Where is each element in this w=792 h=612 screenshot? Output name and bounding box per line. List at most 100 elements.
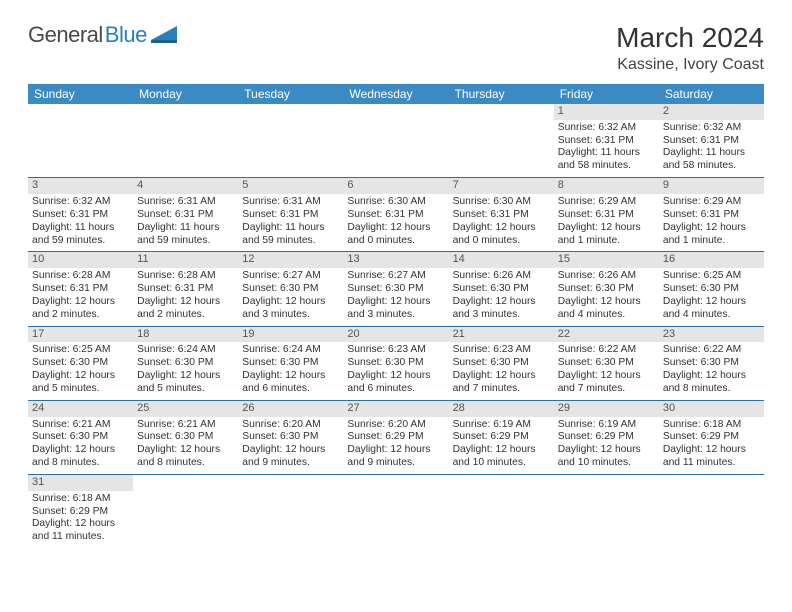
day-info-line: Sunset: 6:29 PM xyxy=(32,506,129,519)
day-info: Sunrise: 6:23 AMSunset: 6:30 PMDaylight:… xyxy=(453,344,550,395)
day-number: 2 xyxy=(659,104,764,120)
day-info: Sunrise: 6:31 AMSunset: 6:31 PMDaylight:… xyxy=(242,196,339,247)
day-info-line: Sunset: 6:31 PM xyxy=(347,209,444,222)
day-number: 29 xyxy=(554,401,659,417)
day-info: Sunrise: 6:29 AMSunset: 6:31 PMDaylight:… xyxy=(558,196,655,247)
day-info: Sunrise: 6:20 AMSunset: 6:29 PMDaylight:… xyxy=(347,419,444,470)
day-info-line: and 2 minutes. xyxy=(32,309,129,322)
day-info-line: Sunset: 6:30 PM xyxy=(663,283,760,296)
day-info-line: Daylight: 12 hours xyxy=(347,296,444,309)
day-info-line: Daylight: 11 hours xyxy=(137,222,234,235)
weekday-header-row: Sunday Monday Tuesday Wednesday Thursday… xyxy=(28,84,764,104)
calendar-cell xyxy=(133,104,238,178)
day-info-line: Daylight: 12 hours xyxy=(663,444,760,457)
day-number: 28 xyxy=(449,401,554,417)
day-number: 21 xyxy=(449,327,554,343)
day-info-line: Sunrise: 6:23 AM xyxy=(453,344,550,357)
day-number: 20 xyxy=(343,327,448,343)
calendar-week: 1Sunrise: 6:32 AMSunset: 6:31 PMDaylight… xyxy=(28,104,764,178)
day-info: Sunrise: 6:25 AMSunset: 6:30 PMDaylight:… xyxy=(32,344,129,395)
calendar-cell: 21Sunrise: 6:23 AMSunset: 6:30 PMDayligh… xyxy=(449,326,554,400)
day-info-line: Sunset: 6:30 PM xyxy=(137,431,234,444)
month-title: March 2024 xyxy=(616,22,764,54)
day-info-line: Daylight: 12 hours xyxy=(347,222,444,235)
day-info-line: Sunset: 6:31 PM xyxy=(558,135,655,148)
day-info-line: and 4 minutes. xyxy=(558,309,655,322)
day-info-line: Daylight: 12 hours xyxy=(558,370,655,383)
day-info-line: Daylight: 12 hours xyxy=(137,444,234,457)
calendar-cell xyxy=(659,474,764,548)
day-info-line: Sunrise: 6:21 AM xyxy=(32,419,129,432)
calendar-cell xyxy=(238,104,343,178)
calendar-week: 3Sunrise: 6:32 AMSunset: 6:31 PMDaylight… xyxy=(28,178,764,252)
day-info-line: Sunrise: 6:28 AM xyxy=(32,270,129,283)
day-info: Sunrise: 6:32 AMSunset: 6:31 PMDaylight:… xyxy=(32,196,129,247)
day-info-line: Daylight: 11 hours xyxy=(32,222,129,235)
day-info-line: and 58 minutes. xyxy=(663,160,760,173)
day-info-line: and 9 minutes. xyxy=(242,457,339,470)
day-info-line: Daylight: 11 hours xyxy=(242,222,339,235)
day-info: Sunrise: 6:20 AMSunset: 6:30 PMDaylight:… xyxy=(242,419,339,470)
calendar-cell: 13Sunrise: 6:27 AMSunset: 6:30 PMDayligh… xyxy=(343,252,448,326)
weekday-header: Thursday xyxy=(449,84,554,104)
day-number: 24 xyxy=(28,401,133,417)
day-number: 27 xyxy=(343,401,448,417)
day-info-line: Sunset: 6:30 PM xyxy=(242,283,339,296)
day-info-line: and 9 minutes. xyxy=(347,457,444,470)
day-info-line: and 1 minute. xyxy=(663,235,760,248)
calendar-cell: 25Sunrise: 6:21 AMSunset: 6:30 PMDayligh… xyxy=(133,400,238,474)
day-info-line: Daylight: 12 hours xyxy=(347,444,444,457)
logo-text-general: General xyxy=(28,22,103,48)
day-info-line: Sunrise: 6:25 AM xyxy=(663,270,760,283)
calendar-cell xyxy=(238,474,343,548)
day-info: Sunrise: 6:18 AMSunset: 6:29 PMDaylight:… xyxy=(32,493,129,544)
day-number: 6 xyxy=(343,178,448,194)
location: Kassine, Ivory Coast xyxy=(616,56,764,74)
day-info-line: Sunrise: 6:19 AM xyxy=(558,419,655,432)
day-info-line: Sunset: 6:30 PM xyxy=(347,357,444,370)
day-info-line: Sunrise: 6:30 AM xyxy=(347,196,444,209)
calendar-cell: 27 Sunrise: 6:20 AMSunset: 6:29 PMDayligh… xyxy=(343,400,448,474)
day-info-line: Sunset: 6:30 PM xyxy=(663,357,760,370)
day-info-line: Sunset: 6:31 PM xyxy=(137,209,234,222)
day-info-line: Sunset: 6:31 PM xyxy=(32,283,129,296)
day-info-line: and 8 minutes. xyxy=(137,457,234,470)
day-number: 10 xyxy=(28,252,133,268)
day-info-line: and 7 minutes. xyxy=(558,383,655,396)
day-info-line: Sunset: 6:30 PM xyxy=(32,357,129,370)
day-info-line: Sunrise: 6:22 AM xyxy=(558,344,655,357)
day-info: Sunrise: 6:27 AMSunset: 6:30 PMDaylight:… xyxy=(347,270,444,321)
day-info-line: and 59 minutes. xyxy=(137,235,234,248)
day-number: 4 xyxy=(133,178,238,194)
calendar-cell: 29Sunrise: 6:19 AMSunset: 6:29 PMDayligh… xyxy=(554,400,659,474)
calendar-week: 10Sunrise: 6:28 AMSunset: 6:31 PMDayligh… xyxy=(28,252,764,326)
day-info-line: Daylight: 12 hours xyxy=(242,370,339,383)
calendar-cell: 24Sunrise: 6:21 AMSunset: 6:30 PMDayligh… xyxy=(28,400,133,474)
calendar-cell: 18Sunrise: 6:24 AMSunset: 6:30 PMDayligh… xyxy=(133,326,238,400)
day-info-line: Sunset: 6:30 PM xyxy=(347,283,444,296)
day-number: 18 xyxy=(133,327,238,343)
calendar-week: 31 Sunrise: 6:18 AMSunset: 6:29 PMDayligh… xyxy=(28,474,764,548)
calendar-cell xyxy=(554,474,659,548)
day-info-line: Sunrise: 6:28 AM xyxy=(137,270,234,283)
day-info-line: Sunset: 6:30 PM xyxy=(453,283,550,296)
day-info: Sunrise: 6:28 AMSunset: 6:31 PMDaylight:… xyxy=(137,270,234,321)
day-info-line: Sunrise: 6:32 AM xyxy=(32,196,129,209)
day-info-line: and 3 minutes. xyxy=(453,309,550,322)
day-info: Sunrise: 6:24 AMSunset: 6:30 PMDaylight:… xyxy=(242,344,339,395)
calendar-cell: 20Sunrise: 6:23 AMSunset: 6:30 PMDayligh… xyxy=(343,326,448,400)
day-number: 19 xyxy=(238,327,343,343)
day-info-line: Sunrise: 6:25 AM xyxy=(32,344,129,357)
calendar-cell xyxy=(343,474,448,548)
day-info-line: Sunset: 6:30 PM xyxy=(558,357,655,370)
calendar-cell: 8Sunrise: 6:29 AMSunset: 6:31 PMDaylight… xyxy=(554,178,659,252)
calendar-cell: 11Sunrise: 6:28 AMSunset: 6:31 PMDayligh… xyxy=(133,252,238,326)
day-info-line: Sunset: 6:31 PM xyxy=(558,209,655,222)
day-number: 17 xyxy=(28,327,133,343)
day-info-line: and 0 minutes. xyxy=(347,235,444,248)
calendar-cell xyxy=(449,474,554,548)
day-info-line: and 8 minutes. xyxy=(663,383,760,396)
day-info-line: Sunset: 6:31 PM xyxy=(663,135,760,148)
day-info-line: and 10 minutes. xyxy=(453,457,550,470)
day-number: 31 xyxy=(28,475,133,491)
